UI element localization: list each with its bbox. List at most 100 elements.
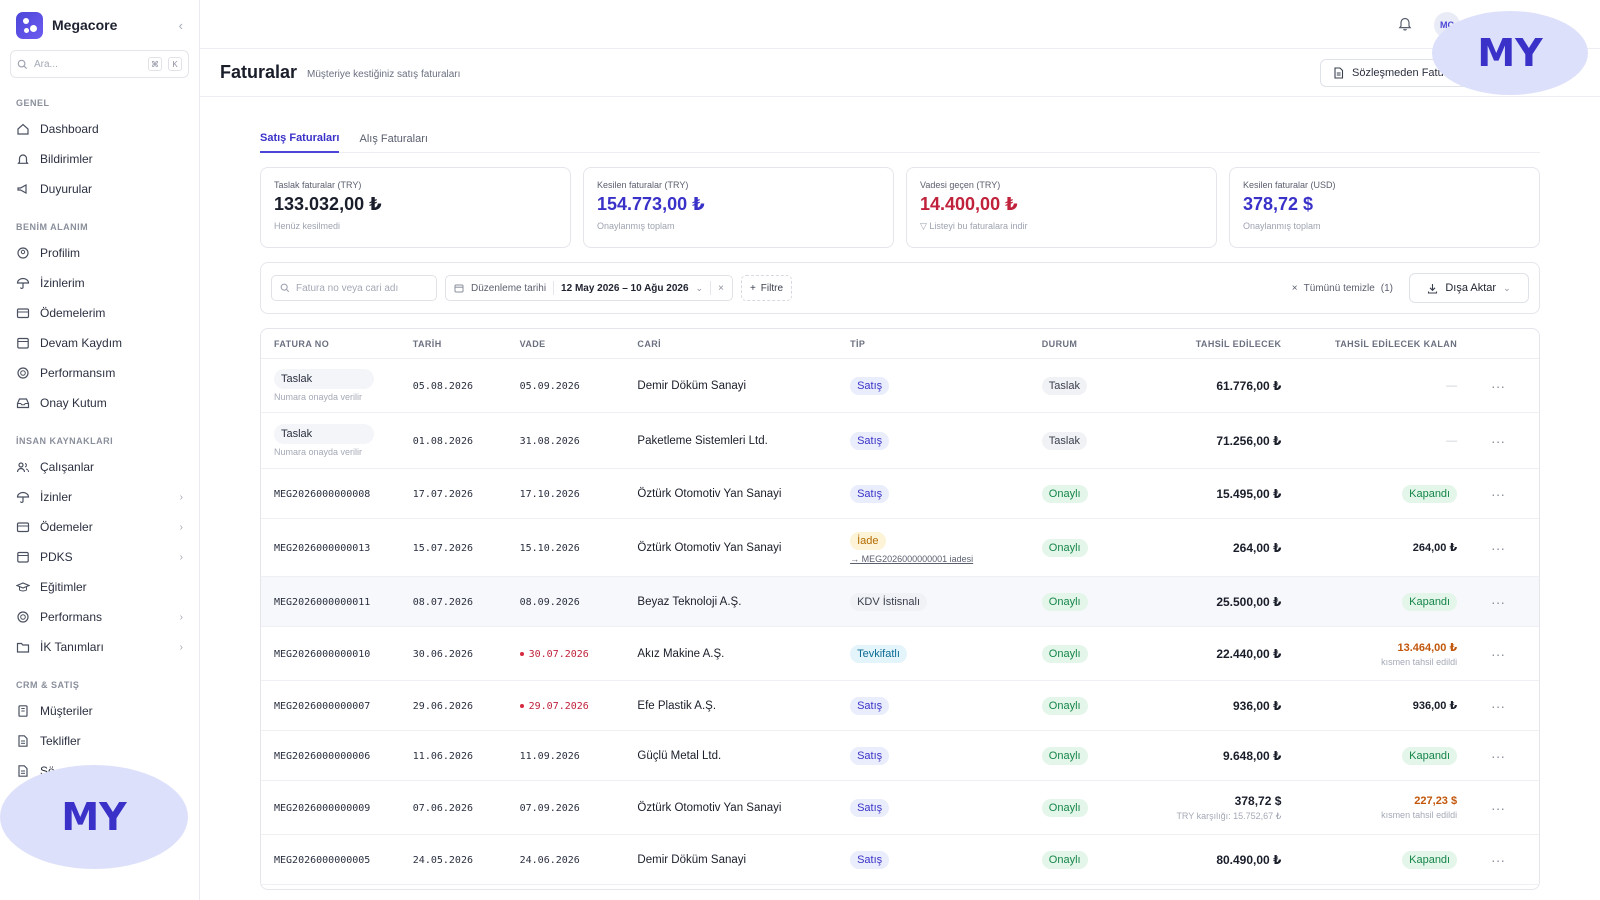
summary-card-note[interactable]: ▽ Listeyi bu faturalara indir xyxy=(920,221,1203,232)
clear-date-icon[interactable]: × xyxy=(718,282,724,294)
account-name[interactable]: Güçlü Metal Ltd. xyxy=(637,749,722,762)
row-actions-menu-icon[interactable]: ··· xyxy=(1491,747,1506,764)
date-range-filter[interactable]: Düzenleme tarihi 12 May 2026 – 10 Ağu 20… xyxy=(445,275,733,301)
summary-card[interactable]: Vadesi geçen (TRY) 14.400,00 ₺ ▽ Listeyi… xyxy=(906,167,1217,248)
tab-sales-invoices[interactable]: Satış Faturaları xyxy=(260,124,340,153)
row-actions-menu-icon[interactable]: ··· xyxy=(1491,485,1506,502)
related-invoice-link[interactable]: → MEG2026000000001 iadesi xyxy=(850,553,974,564)
cell-type: Satış xyxy=(850,376,1042,395)
sidebar-item-ödemeler[interactable]: Ödemeler › xyxy=(0,512,199,542)
sidebar-item-performansım[interactable]: Performansım xyxy=(0,358,199,388)
clear-all-filters-button[interactable]: × Tümünü temizle (1) xyxy=(1292,283,1393,294)
header-receivable[interactable]: TAHSİL EDİLECEK xyxy=(1195,338,1282,349)
row-actions-menu-icon[interactable]: ··· xyxy=(1491,539,1506,556)
page-title: Faturalar xyxy=(220,62,298,82)
cell-due: 11.09.2026 xyxy=(520,750,638,762)
sidebar-item-label: Profilim xyxy=(40,246,81,260)
sidebar-item-i-k-tanımları[interactable]: İK Tanımları › xyxy=(0,632,199,662)
row-actions-menu-icon[interactable]: ··· xyxy=(1491,799,1506,816)
table-row[interactable]: MEG2026000000007 29.06.2026 29.07.2026 E… xyxy=(261,681,1539,731)
row-actions-menu-icon[interactable]: ··· xyxy=(1491,697,1506,714)
header-status[interactable]: DURUM xyxy=(1041,338,1078,349)
header-remaining[interactable]: TAHSİL EDİLECEK KALAN xyxy=(1335,338,1458,349)
invoice-search-input[interactable]: Fatura no veya cari adı xyxy=(271,275,437,301)
invoice-number[interactable]: MEG2026000000010 xyxy=(274,648,371,660)
row-actions-menu-icon[interactable]: ··· xyxy=(1491,593,1506,610)
account-name[interactable]: Demir Döküm Sanayi xyxy=(637,379,747,392)
receivable-amount: 378,72 $ xyxy=(1234,793,1282,808)
sidebar-item-devam-kaydım[interactable]: Devam Kaydım xyxy=(0,328,199,358)
invoice-number[interactable]: MEG2026000000008 xyxy=(274,488,371,500)
sidebar-search[interactable]: Ara... ⌘ K xyxy=(10,50,189,78)
table-row[interactable]: Taslak Numara onayda verilir 01.08.2026 3… xyxy=(261,413,1539,469)
row-actions-menu-icon[interactable]: ··· xyxy=(1491,645,1506,662)
row-actions-menu-icon[interactable]: ··· xyxy=(1491,851,1506,868)
sidebar-item-i-zinler[interactable]: İzinler › xyxy=(0,482,199,512)
header-type[interactable]: TİP xyxy=(850,338,866,349)
megacore-logo-icon xyxy=(16,11,43,39)
header-date[interactable]: TARİH xyxy=(412,338,442,349)
table-row[interactable]: MEG2026000000009 07.06.2026 07.09.2026 Ö… xyxy=(261,781,1539,835)
sidebar-item-çalışanlar[interactable]: Çalışanlar xyxy=(0,452,199,482)
account-name[interactable]: Öztürk Otomotiv Yan Sanayi xyxy=(637,801,782,814)
sidebar-item-onay-kutum[interactable]: Onay Kutum xyxy=(0,388,199,418)
sidebar-item-duyurular[interactable]: Duyurular xyxy=(0,174,199,204)
cell-status: Onaylı xyxy=(1041,696,1138,715)
invoice-date: 15.07.2026 xyxy=(412,542,473,554)
sidebar-item-i-zinlerim[interactable]: İzinlerim xyxy=(0,268,199,298)
header-account[interactable]: CARİ xyxy=(637,338,662,349)
sidebar-item-dashboard[interactable]: Dashboard xyxy=(0,114,199,144)
invoice-number[interactable]: MEG2026000000011 xyxy=(274,596,371,608)
table-row[interactable]: MEG2026000000013 15.07.2026 15.10.2026 Ö… xyxy=(261,519,1539,577)
account-name[interactable]: Efe Plastik A.Ş. xyxy=(637,699,717,712)
invoice-number[interactable]: MEG2026000000009 xyxy=(274,802,371,814)
table-row[interactable]: MEG2026000000008 17.07.2026 17.10.2026 Ö… xyxy=(261,469,1539,519)
sidebar-item-label: Onay Kutum xyxy=(40,396,107,410)
summary-cards: Taslak faturalar (TRY) 133.032,00 ₺ Henü… xyxy=(260,167,1540,248)
sidebar-item-pdks[interactable]: PDKS › xyxy=(0,542,199,572)
export-button[interactable]: Dışa Aktar ⌄ xyxy=(1409,273,1529,303)
brand[interactable]: Megacore ‹ xyxy=(0,0,199,50)
sidebar-item-profilim[interactable]: Profilim xyxy=(0,238,199,268)
cell-date: 30.06.2026 xyxy=(413,648,520,660)
collapse-sidebar-icon[interactable]: ‹ xyxy=(178,17,183,33)
account-name[interactable]: Akız Makine A.Ş. xyxy=(637,647,725,660)
notifications-bell-icon[interactable] xyxy=(1398,16,1412,31)
sidebar-item-eğitimler[interactable]: Eğitimler xyxy=(0,572,199,602)
sidebar-item-label: PDKS xyxy=(40,550,73,564)
cell-status: Onaylı xyxy=(1041,592,1138,611)
table-row[interactable]: MEG2026000000005 24.05.2026 24.06.2026 D… xyxy=(261,835,1539,885)
summary-card-note-text: Onaylanmış toplam xyxy=(597,221,675,231)
account-name[interactable]: Beyaz Teknoloji A.Ş. xyxy=(637,595,742,608)
sidebar-item-performans[interactable]: Performans › xyxy=(0,602,199,632)
add-filter-button[interactable]: + Filtre xyxy=(740,275,793,301)
sidebar-item-teklifler[interactable]: Teklifler xyxy=(0,726,199,756)
invoice-number[interactable]: MEG2026000000007 xyxy=(274,700,371,712)
cell-date: 01.08.2026 xyxy=(413,435,520,447)
header-due[interactable]: VADE xyxy=(519,338,546,349)
sidebar-item-bildirimler[interactable]: Bildirimler xyxy=(0,144,199,174)
status-badge: Onaylı xyxy=(1041,644,1088,663)
table-row[interactable]: MEG2026000000010 30.06.2026 30.07.2026 A… xyxy=(261,627,1539,681)
due-date-overdue: 30.07.2026 xyxy=(519,649,589,660)
cell-status: Taslak xyxy=(1041,376,1138,395)
invoice-number[interactable]: MEG2026000000005 xyxy=(274,854,371,866)
receivable-amount: 80.490,00 ₺ xyxy=(1216,852,1282,867)
tab-purchase-invoices[interactable]: Alış Faturaları xyxy=(359,132,428,145)
sidebar-item-ödemelerim[interactable]: Ödemelerim xyxy=(0,298,199,328)
account-name[interactable]: Paketleme Sistemleri Ltd. xyxy=(637,434,768,447)
draft-badge: Taslak xyxy=(274,424,374,444)
sidebar-item-müşteriler[interactable]: Müşteriler xyxy=(0,696,199,726)
account-name[interactable]: Demir Döküm Sanayi xyxy=(637,853,747,866)
account-name[interactable]: Öztürk Otomotiv Yan Sanayi xyxy=(637,487,782,500)
table-row[interactable]: MEG2026000000011 08.07.2026 08.09.2026 B… xyxy=(261,577,1539,627)
table-row[interactable]: MEG2026000000006 11.06.2026 11.09.2026 G… xyxy=(261,731,1539,781)
header-invoice-no[interactable]: FATURA NO xyxy=(274,338,330,349)
invoice-number[interactable]: MEG2026000000006 xyxy=(274,750,371,762)
invoice-number[interactable]: MEG2026000000013 xyxy=(274,542,371,554)
table-row[interactable]: Taslak Numara onayda verilir 05.08.2026 0… xyxy=(261,359,1539,413)
overdue-dot-icon xyxy=(519,651,524,656)
account-name[interactable]: Öztürk Otomotiv Yan Sanayi xyxy=(637,541,782,554)
row-actions-menu-icon[interactable]: ··· xyxy=(1491,377,1506,394)
row-actions-menu-icon[interactable]: ··· xyxy=(1491,432,1506,449)
